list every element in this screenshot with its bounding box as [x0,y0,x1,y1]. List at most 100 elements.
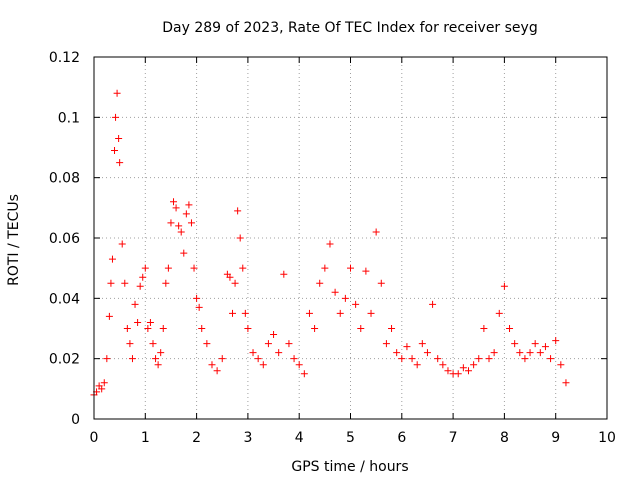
data-point [170,198,178,206]
data-point [239,264,247,272]
data-point [495,309,503,317]
data-point [172,204,180,212]
data-point [454,370,462,378]
data-point [121,279,129,287]
x-tick-label: 6 [397,430,406,446]
data-point [388,325,396,332]
data-point [552,337,560,345]
data-point [264,340,272,348]
data-point [500,282,508,290]
data-point [208,361,216,369]
data-point [152,355,160,363]
data-point [115,134,123,142]
data-point [234,207,242,215]
data-point [193,294,201,302]
data-point [536,349,544,357]
x-tick-label: 0 [90,430,99,446]
data-point [429,300,437,308]
data-point [311,325,319,332]
x-tick-label: 2 [192,430,201,446]
data-point [229,309,237,317]
data-point [226,273,234,281]
y-tick-label: 0 [71,412,80,428]
data-point [521,355,529,363]
axis-ticks [93,56,608,420]
data-point [305,309,313,317]
data-point [367,309,375,317]
data-point [213,367,221,375]
data-point [131,300,139,308]
data-point [398,355,406,363]
data-point [336,309,344,317]
data-point [126,340,134,348]
data-point [180,249,188,257]
x-tick-label: 7 [449,430,458,446]
data-point [164,264,172,272]
data-point [300,370,308,378]
grid-lines [94,57,607,419]
data-point [100,379,108,387]
data-point [377,279,385,287]
data-point [531,340,539,348]
data-point [103,355,111,363]
data-point [98,385,106,393]
data-point [341,294,349,302]
data-point [236,234,244,242]
data-point [516,349,524,357]
data-point [413,361,421,369]
data-point [259,361,267,369]
data-point [136,282,144,290]
y-tick-label: 0.1 [58,110,80,126]
data-points [90,89,570,399]
data-point [190,264,198,272]
data-point [118,240,126,248]
data-point [112,113,120,121]
x-tick-labels: 0 1 2 3 4 5 6 7 8 9 10 [90,430,616,446]
data-point [408,355,416,363]
data-point [159,325,167,332]
data-point [541,343,549,351]
data-point [506,325,514,332]
data-point [280,270,288,278]
data-point [249,349,257,357]
data-point [185,201,193,209]
data-point [464,367,472,375]
data-point [149,340,157,348]
x-tick-label: 1 [141,430,150,446]
data-point [182,210,190,218]
data-point [434,355,442,363]
x-tick-label: 8 [500,430,509,446]
data-point [372,228,380,236]
data-point [393,349,401,357]
data-point [562,379,570,387]
data-point [382,340,390,348]
y-tick-label: 0.08 [49,171,80,187]
data-point [459,364,467,372]
data-point [218,355,226,363]
y-tick-label: 0.04 [49,291,80,307]
data-point [423,349,431,357]
data-point [295,361,303,369]
data-point [177,228,185,236]
x-tick-label: 5 [346,430,355,446]
x-tick-label: 9 [551,430,560,446]
data-point [326,240,334,248]
data-point [316,279,324,287]
x-tick-label: 10 [598,430,616,446]
data-point [116,159,124,167]
x-axis-label: GPS time / hours [291,459,408,475]
y-tick-label: 0.06 [49,231,80,247]
y-tick-label: 0.12 [49,50,80,66]
data-point [403,343,411,351]
y-tick-labels: 0 0.02 0.04 0.06 0.08 0.1 0.12 [49,50,80,428]
data-point [480,325,488,332]
data-point [470,361,478,369]
data-point [141,264,149,272]
data-point [167,219,175,227]
data-point [357,325,365,332]
y-axis-label: ROTI / TECUs [6,194,22,286]
data-point [195,303,203,311]
data-point [331,288,339,296]
data-point [275,349,283,357]
